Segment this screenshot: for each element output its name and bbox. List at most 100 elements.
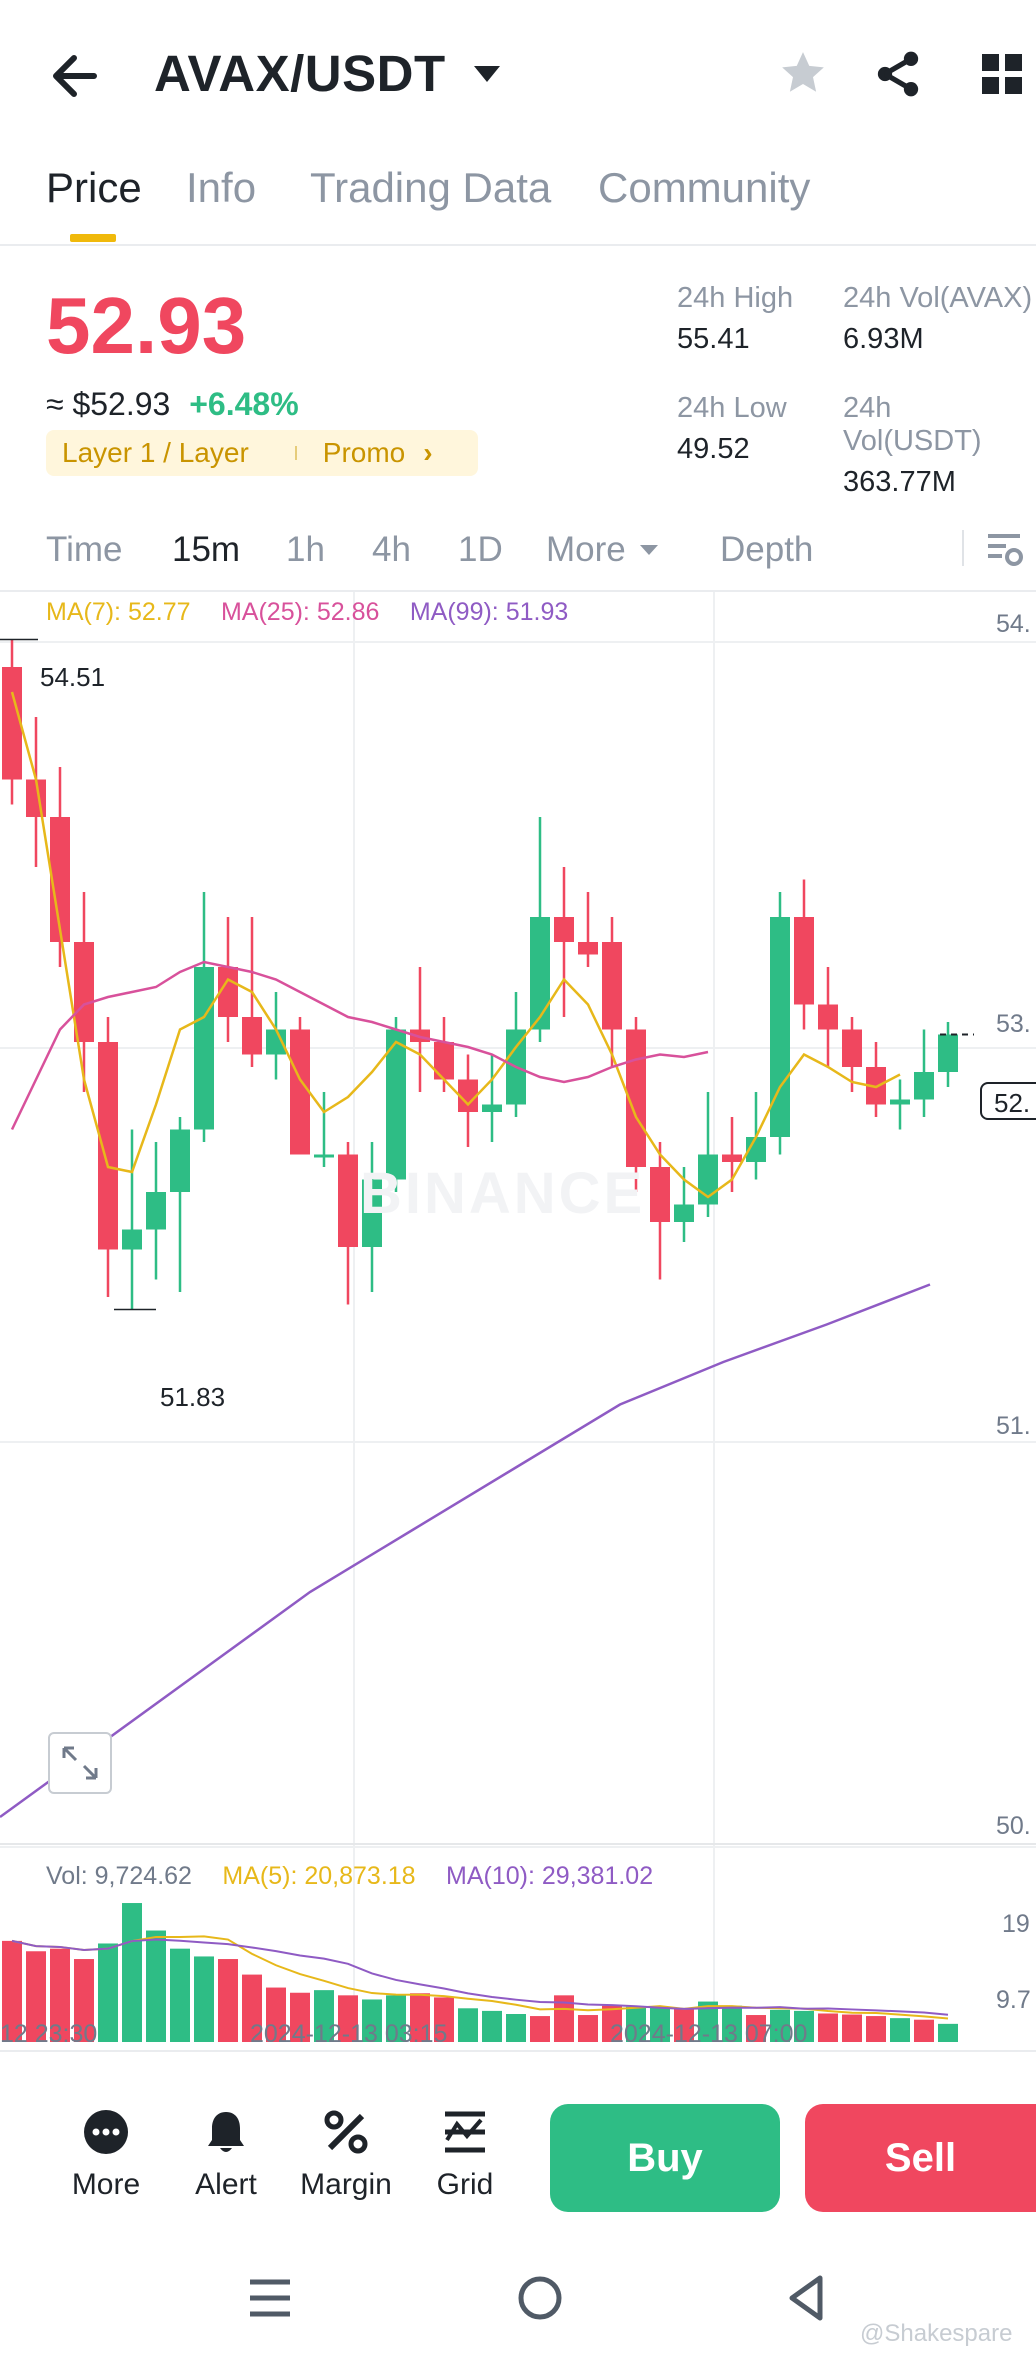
tab-trading-data[interactable]: Trading Data bbox=[310, 164, 552, 211]
stat-24h-low: 24h Low 49.52 bbox=[677, 392, 787, 465]
volume-bar bbox=[674, 2008, 694, 2042]
candle-body bbox=[554, 917, 574, 942]
ma99-line bbox=[0, 1283, 931, 1819]
alert-action[interactable]: Alert bbox=[186, 2108, 266, 2202]
volume-bar bbox=[242, 1974, 262, 2042]
watermark: BINANCE bbox=[360, 1161, 646, 1226]
share-icon bbox=[877, 51, 919, 97]
candle-body bbox=[122, 1229, 142, 1250]
volume-bar bbox=[26, 1951, 46, 2042]
candle-body bbox=[818, 1004, 838, 1030]
volume-bar bbox=[842, 2014, 862, 2042]
menu-icon[interactable] bbox=[248, 2278, 292, 2318]
arrow-left-icon bbox=[53, 55, 97, 97]
apps-button[interactable] bbox=[980, 52, 1024, 101]
candle-body bbox=[674, 1204, 694, 1222]
fullscreen-button[interactable] bbox=[48, 1732, 112, 1794]
volume-bar bbox=[290, 1992, 310, 2042]
y-axis-label-1: 54. bbox=[996, 610, 1031, 638]
candle-body bbox=[170, 1129, 190, 1192]
star-icon bbox=[782, 52, 824, 92]
timeframe-15m[interactable]: 15m bbox=[172, 530, 241, 569]
volume-bar bbox=[746, 2015, 766, 2042]
volume-ma5-label: MA(5): 20,873.18 bbox=[222, 1862, 416, 1890]
candle-body bbox=[890, 1099, 910, 1105]
volume-bar bbox=[338, 1995, 358, 2042]
category-tag[interactable]: Layer 1 / Layer Promo › bbox=[46, 430, 478, 476]
toolbar-divider bbox=[962, 530, 964, 566]
volume-bar bbox=[914, 2019, 934, 2042]
volume-bar bbox=[770, 2009, 790, 2042]
volume-bar bbox=[530, 2016, 550, 2042]
share-button[interactable] bbox=[872, 48, 924, 105]
depth-tab[interactable]: Depth bbox=[720, 530, 814, 569]
timeframe-bar: Time 15m 1h 4h 1D More Depth bbox=[0, 520, 1036, 592]
stat-24h-high: 24h High 55.41 bbox=[677, 282, 794, 355]
back-button[interactable] bbox=[46, 50, 106, 102]
margin-action[interactable]: Margin bbox=[296, 2108, 396, 2202]
candle-body bbox=[794, 917, 814, 1005]
back-triangle-icon[interactable] bbox=[786, 2274, 826, 2322]
y-axis-label-3: 51. bbox=[996, 1412, 1031, 1440]
stat-24h-vol-quote: 24h Vol(USDT) 363.77M bbox=[843, 392, 982, 498]
candle-body bbox=[194, 967, 214, 1130]
timeframe-4h[interactable]: 4h bbox=[372, 530, 411, 569]
ma99-label: MA(99): 51.93 bbox=[409, 598, 569, 626]
candle-body bbox=[266, 1029, 286, 1055]
volume-bar bbox=[866, 2016, 886, 2042]
stat-24h-vol-base: 24h Vol(AVAX) 6.93M bbox=[843, 282, 1033, 355]
time-label-3: 2024-12-13 07:00 bbox=[610, 2020, 808, 2048]
more-action[interactable]: More bbox=[66, 2108, 146, 2202]
volume-label: Vol: 9,724.62 bbox=[46, 1862, 192, 1890]
current-price-tag: 52. bbox=[980, 1082, 1036, 1120]
tab-community[interactable]: Community bbox=[598, 164, 811, 211]
promo-label: Promo bbox=[322, 437, 406, 468]
volume-bar bbox=[146, 1930, 166, 2042]
timeframe-time[interactable]: Time bbox=[46, 530, 123, 569]
sell-button[interactable]: Sell bbox=[805, 2104, 1036, 2212]
fiat-price: ≈ $52.93 bbox=[46, 386, 171, 422]
candle-body bbox=[722, 1154, 742, 1162]
candle-body bbox=[626, 1029, 646, 1167]
candle-body bbox=[242, 1017, 262, 1055]
y-axis-label-2: 53. bbox=[996, 1010, 1031, 1038]
chart-settings-icon[interactable] bbox=[984, 530, 1024, 568]
volume-bar bbox=[434, 1997, 454, 2042]
volume-bar bbox=[50, 1948, 70, 2042]
grid-action[interactable]: Grid bbox=[425, 2108, 505, 2202]
candle-body bbox=[746, 1137, 766, 1162]
volume-bar bbox=[218, 1959, 238, 2042]
volume-bar bbox=[578, 2015, 598, 2042]
buy-button[interactable]: Buy bbox=[550, 2104, 780, 2212]
candle-body bbox=[650, 1167, 670, 1222]
volume-bar bbox=[938, 2023, 958, 2042]
chart-bottom-divider bbox=[0, 2050, 1036, 2052]
timeframe-1h[interactable]: 1h bbox=[286, 530, 325, 569]
timeframe-more[interactable]: More bbox=[546, 530, 660, 570]
volume-bar bbox=[386, 1995, 406, 2042]
caret-down-icon bbox=[639, 545, 658, 555]
volume-bar bbox=[890, 2018, 910, 2042]
timeframe-1d[interactable]: 1D bbox=[458, 530, 503, 569]
tab-price[interactable]: Price bbox=[46, 164, 142, 211]
ma7-label: MA(7): 52.77 bbox=[46, 598, 191, 626]
volume-bar bbox=[266, 1987, 286, 2042]
candle-body bbox=[338, 1154, 358, 1247]
tab-info[interactable]: Info bbox=[186, 164, 257, 211]
last-price: 52.93 bbox=[46, 281, 247, 370]
candle-body bbox=[362, 1179, 382, 1247]
favorite-button[interactable] bbox=[778, 48, 828, 103]
candle-body bbox=[914, 1072, 934, 1100]
candle-body bbox=[482, 1104, 502, 1112]
candle-body bbox=[314, 1154, 334, 1158]
volume-bar bbox=[74, 1959, 94, 2042]
volume-axis-bottom: 9.7 bbox=[996, 1986, 1031, 2014]
home-icon[interactable] bbox=[516, 2274, 564, 2322]
pair-selector[interactable]: AVAX/USDT bbox=[154, 44, 504, 103]
candlestick-chart[interactable] bbox=[0, 592, 1036, 2062]
ma-legend: MA(7): 52.77 MA(25): 52.86 MA(99): 51.93 bbox=[46, 598, 568, 627]
candle-body bbox=[458, 1079, 478, 1112]
volume-bar bbox=[698, 2001, 718, 2042]
candle-body bbox=[2, 667, 22, 780]
price-approx-row: ≈ $52.93 +6.48% bbox=[46, 386, 299, 423]
